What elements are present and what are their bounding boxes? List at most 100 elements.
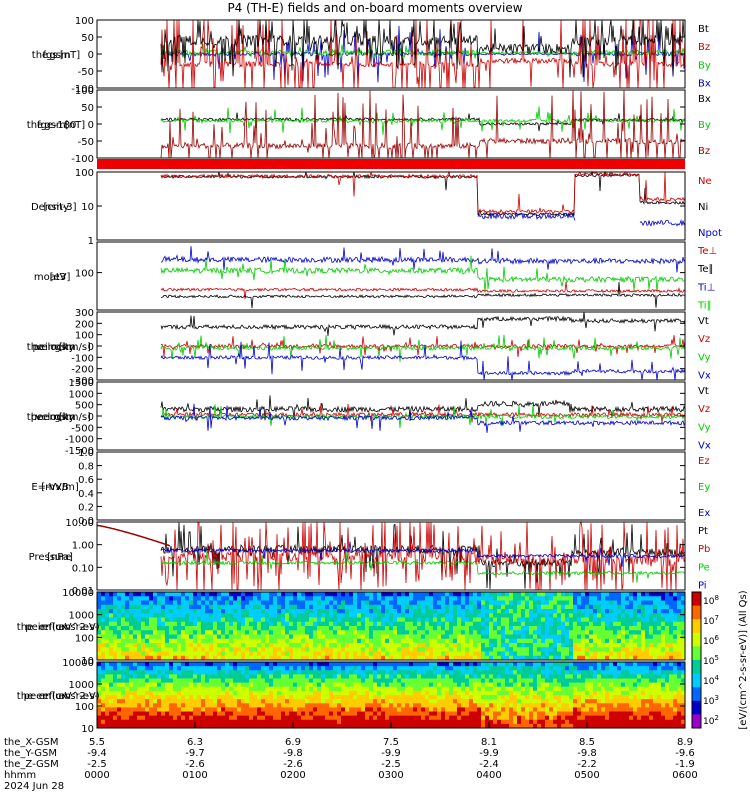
spectrogram-cell [157,596,162,601]
spectrogram-cell [589,719,594,725]
spectrogram-cell [209,643,214,648]
spectrogram-cell [221,655,226,661]
spectrogram-cell [137,651,142,657]
spectrogram-cell [653,609,658,614]
spectrogram-cell [165,666,170,671]
spectrogram-cell [633,634,638,640]
spectrogram-cell [325,719,330,725]
spectrogram-cell [613,682,618,688]
spectrogram-cell [449,666,454,671]
spectrogram-cell [449,626,454,631]
spectrogram-cell [365,613,370,618]
spectrogram-cell [537,638,542,644]
spectrogram-cell [581,613,586,618]
spectrogram-cell [225,723,230,729]
spectrogram-cell [621,655,626,661]
spectrogram-cell [261,666,266,671]
spectrogram-cell [577,695,582,700]
spectrogram-cell [157,695,162,700]
spectrogram-cell [649,674,654,680]
spectrogram-cell [321,655,326,661]
spectrogram-cell [125,711,130,717]
spectrogram-cell [297,600,302,606]
spectrogram-cell [457,647,462,652]
ylabel-line: [nT] [60,50,80,61]
spectrogram-cell [681,699,686,704]
spectrogram-cell [193,662,198,667]
spectrogram-cell [401,655,406,661]
spectrogram-cell [137,604,142,610]
spectrogram-cell [433,686,438,692]
spectrogram-cell [381,600,386,606]
spectrogram-cell [253,592,258,597]
spectrogram-cell [433,600,438,606]
spectrogram-cell [561,647,566,652]
spectrogram-cell [317,707,322,713]
legend-label: Ti⊥ [697,282,715,293]
spectrogram-cell [365,695,370,700]
spectrogram-cell [385,609,390,614]
spectrogram-cell [309,707,314,713]
spectrogram-cell [293,596,298,601]
spectrogram-cell [253,626,258,631]
spectrogram-cell [529,662,534,667]
spectrogram-cell [161,686,166,692]
spectrogram-cell [117,719,122,725]
spectrogram-cell [641,647,646,652]
spectrogram-cell [517,699,522,704]
spectrogram-cell [629,592,634,597]
spectrogram-cell [585,638,590,644]
spectrogram-cell [377,682,382,688]
series-fge-by [160,106,686,135]
spectrogram-cell [285,719,290,725]
spectrogram-cell [201,703,206,708]
spectrogram-cell [289,711,294,717]
spectrogram-cell [193,621,198,627]
spectrogram-cell [285,662,290,667]
spectrogram-cell [617,690,622,696]
spectrogram-cell [497,690,502,696]
spectrogram-cell [393,719,398,725]
spectrogram-cell [661,711,666,717]
spectrogram-cell [313,699,318,704]
spectrogram-cell [333,711,338,717]
spectrogram-cell [397,626,402,631]
spectrogram-cell [425,678,430,684]
spectrogram-cell [409,647,414,652]
spectrogram-cell [281,596,286,601]
spectrogram-cell [673,695,678,700]
spectrogram-cell [233,651,238,657]
spectrogram-cell [321,626,326,631]
spectrogram-cell [481,715,486,721]
spectrogram-cell [137,690,142,696]
spectrogram-cell [561,626,566,631]
spectrogram-cell [421,695,426,700]
spectrogram-cell [237,604,242,610]
spectrogram-cell [629,723,634,729]
spectrogram-cell [465,604,470,610]
spectrogram-cell [405,678,410,684]
spectrogram-cell [433,643,438,648]
spectrogram-cell [309,723,314,729]
spectrogram-cell [517,723,522,729]
spectrogram-cell [337,670,342,675]
spectrogram-cell [545,699,550,704]
spectrogram-cell [457,634,462,640]
spectrogram-cell [113,621,118,627]
spectrogram-cell [217,703,222,708]
spectrogram-cell [149,621,154,627]
spectrogram-cell [125,686,130,692]
spectrogram-cell [249,613,254,618]
spectrogram-cell [613,670,618,675]
spectrogram-cell [145,647,150,652]
spectrogram-cell [281,626,286,631]
spectrogram-cell [645,651,650,657]
spectrogram-cell [353,662,358,667]
spectrogram-cell [497,643,502,648]
spectrogram-cell [153,707,158,713]
spectrogram-cell [201,690,206,696]
spectrogram-cell [165,626,170,631]
spectrogram-cell [477,674,482,680]
spectrogram-cell [165,643,170,648]
spectrogram-cell [321,617,326,623]
